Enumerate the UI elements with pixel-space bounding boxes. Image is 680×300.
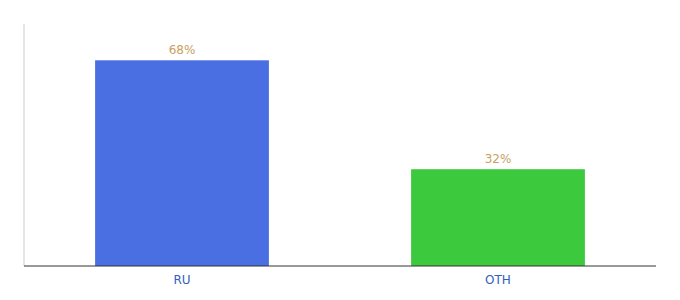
y-axis-line: [24, 24, 25, 266]
x-tick-label: RU: [173, 273, 190, 287]
x-axis-line: [24, 266, 656, 267]
bars: [95, 60, 585, 266]
x-tick-label: OTH: [485, 273, 511, 287]
bar: [95, 60, 269, 266]
chart-container: RU OTH 68% 32%: [0, 0, 680, 300]
bar: [411, 169, 585, 266]
chart-svg: RU OTH 68% 32%: [0, 0, 680, 300]
data-label: 32%: [485, 152, 512, 166]
data-label: 68%: [169, 43, 196, 57]
